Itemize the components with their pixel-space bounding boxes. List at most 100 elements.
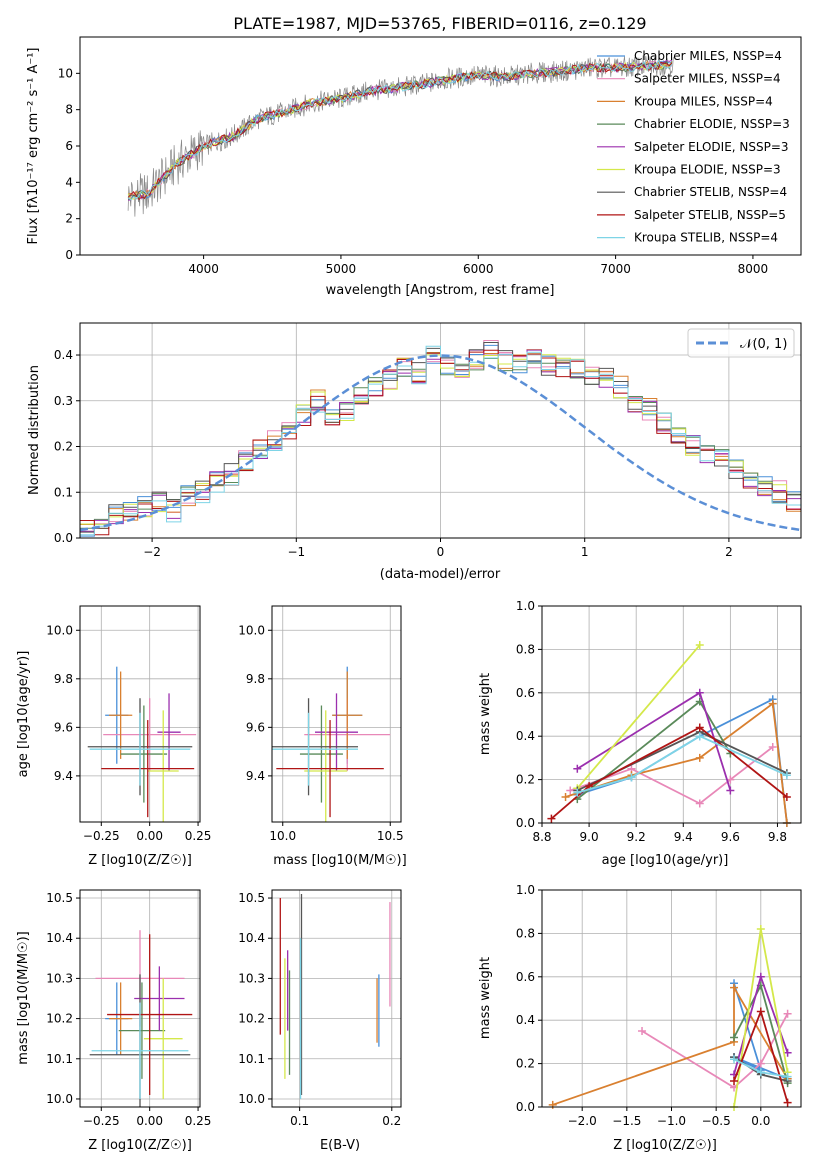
x-tick-label: 0.2 [382, 1114, 401, 1128]
weight-line-salpeter_stelib [550, 726, 788, 820]
y-tick-label: 10.3 [238, 971, 265, 985]
x-tick-label: −2 [143, 545, 161, 559]
weight-point-kroupa_elodie [756, 925, 765, 934]
weight-point-kroupa_stelib [783, 1072, 792, 1081]
y-tick-label: 0.2 [516, 773, 535, 787]
y-tick-label: 1.0 [516, 599, 535, 613]
x-tick-label: 6000 [463, 262, 494, 276]
x-tick-label: −2.0 [568, 1114, 597, 1128]
legend-label-kroupa_miles: Kroupa MILES, NSSP=4 [634, 94, 773, 108]
spectrum-xlabel: wavelength [Angstrom, rest frame] [326, 283, 555, 298]
y-tick-label: 0.2 [516, 1057, 535, 1071]
x-tick-label: 7000 [600, 262, 631, 276]
model-spectrum-kroupa_stelib [127, 59, 673, 201]
x-tick-label: 0.00 [136, 829, 163, 843]
legend-label-chabrier_elodie: Chabrier ELODIE, NSSP=3 [634, 117, 790, 131]
normal-pdf-curve [80, 354, 801, 532]
age-vs-mass-panel: 10.0 10.5 9.4 9.6 9.8 10.0 mass [log10(M/M☉)] [238, 605, 407, 868]
y-tick-label: 9.8 [54, 672, 73, 686]
model-spectrum-salpeter_stelib [127, 61, 673, 201]
weight-point-kroupa_stelib [627, 773, 636, 782]
y-tick-label: 0.8 [516, 642, 535, 656]
x-tick-label: 0.25 [185, 1114, 212, 1128]
weight-point-kroupa_stelib [730, 1055, 739, 1064]
weight-point-kroupa_stelib [573, 788, 582, 797]
weight-point-salpeter_stelib [783, 1098, 792, 1107]
mass-vs-ebv-panel: 0.1 0.2 10.0 10.1 10.2 10.3 10.4 10.5 E(B-V) [238, 889, 402, 1153]
y-tick-label: 10 [58, 66, 73, 80]
weight-point-salpeter_miles [638, 1027, 647, 1036]
weight-point-salpeter_elodie [783, 1048, 792, 1057]
model-spectrum-kroupa_elodie [127, 61, 673, 200]
weight-line-kroupa_elodie [576, 644, 701, 789]
y-tick-label: 10.2 [46, 1012, 73, 1026]
figure-title: PLATE=1987, MJD=53765, FIBERID=0116, z=0… [233, 14, 646, 33]
x-tick-label: −1.0 [657, 1114, 686, 1128]
y-tick-label: 10.1 [46, 1052, 73, 1066]
weight-point-salpeter_elodie [726, 786, 735, 795]
y-tick-label: 0.0 [516, 1100, 535, 1114]
y-tick-label: 10.1 [238, 1052, 265, 1066]
legend-label-salpeter_miles: Salpeter MILES, NSSP=4 [634, 72, 781, 86]
weight-point-salpeter_stelib [547, 814, 556, 823]
y-tick-label: 8 [65, 103, 73, 117]
spectrum-ylabel: Flux [fλ10⁻¹⁷ erg cm⁻² s⁻¹ A⁻¹] [26, 48, 41, 245]
y-tick-label: 1.0 [516, 883, 535, 897]
residual-histogram-panel: −2 −1 0 1 2 0.0 0.1 0.2 0.3 0.4 𝒩(0, 1) (data-mod… [27, 322, 802, 582]
y-tick-label: 9.4 [246, 769, 265, 783]
y-tick-label: 10.5 [46, 891, 73, 905]
weight-point-kroupa_stelib [756, 1068, 765, 1077]
y-tick-label: 0.6 [516, 970, 535, 984]
age-mass-xlabel: mass [log10(M/M☉)] [273, 853, 406, 868]
weight-point-chabrier_elodie [730, 1033, 739, 1042]
x-tick-label: 4000 [188, 262, 219, 276]
y-tick-label: 9.6 [54, 720, 73, 734]
y-tick-label: 10.0 [238, 623, 265, 637]
y-tick-label: 10.0 [46, 1092, 73, 1106]
weight-line-kroupa_stelib [577, 735, 788, 794]
weight-point-salpeter_miles [756, 1059, 765, 1068]
y-tick-label: 6 [65, 139, 73, 153]
mass-ebv-xlabel: E(B-V) [320, 1138, 360, 1153]
y-tick-label: 10.0 [46, 623, 73, 637]
x-tick-label: 9.4 [674, 830, 693, 844]
legend-label-salpeter_elodie: Salpeter ELODIE, NSSP=3 [634, 140, 789, 154]
y-tick-label: 9.4 [54, 769, 73, 783]
weight-line-salpeter_miles [641, 1013, 789, 1089]
legend-label-kroupa_stelib: Kroupa STELIB, NSSP=4 [634, 231, 778, 245]
y-tick-label: 0.4 [54, 348, 73, 362]
x-tick-label: 0 [437, 545, 445, 559]
y-tick-label: 4 [65, 175, 73, 189]
x-tick-label: 9.0 [580, 830, 599, 844]
weight-point-salpeter_elodie [695, 688, 704, 697]
mass-weight-vs-age-panel: 8.8 9.0 9.2 9.4 9.6 9.8 0.0 0.2 0.4 0.6 0.8 1.0 age… [478, 599, 802, 868]
y-tick-label: 9.8 [246, 672, 265, 686]
legend-label-salpeter_stelib: Salpeter STELIB, NSSP=5 [634, 208, 786, 222]
x-tick-label: −0.5 [702, 1114, 731, 1128]
weight-point-salpeter_miles [768, 743, 777, 752]
mass-z-ylabel: mass [log10(M/M☉)] [16, 931, 31, 1064]
weight-age-xlabel: age [log10(age/yr)] [602, 853, 729, 868]
x-tick-label: −1.5 [612, 1114, 641, 1128]
weight-age-ylabel: mass weight [478, 673, 493, 755]
weight-point-salpeter_stelib [782, 792, 791, 801]
x-tick-label: 0.25 [185, 829, 212, 843]
y-tick-label: 0.3 [54, 394, 73, 408]
y-tick-label: 0.6 [516, 686, 535, 700]
weight-point-salpeter_stelib [730, 1076, 739, 1085]
weight-point-salpeter_elodie [756, 972, 765, 981]
x-tick-label: 9.8 [768, 830, 787, 844]
legend-label-chabrier_stelib: Chabrier STELIB, NSSP=4 [634, 185, 787, 199]
x-tick-label: 10.0 [269, 829, 296, 843]
y-tick-label: 0.0 [54, 531, 73, 545]
y-tick-label: 10.2 [238, 1012, 265, 1026]
x-tick-label: −1 [287, 545, 305, 559]
y-tick-label: 10.4 [238, 931, 265, 945]
spectrum-legend: Chabrier MILES, NSSP=4 Salpeter MILES, NS… [597, 49, 790, 245]
weight-point-kroupa_stelib [695, 732, 704, 741]
y-tick-label: 0.4 [516, 729, 535, 743]
legend-label-kroupa_elodie: Kroupa ELODIE, NSSP=3 [634, 163, 781, 177]
weight-point-salpeter_miles [566, 786, 575, 795]
x-tick-label: 5000 [326, 262, 357, 276]
normal-legend-label: 𝒩(0, 1) [740, 337, 787, 352]
